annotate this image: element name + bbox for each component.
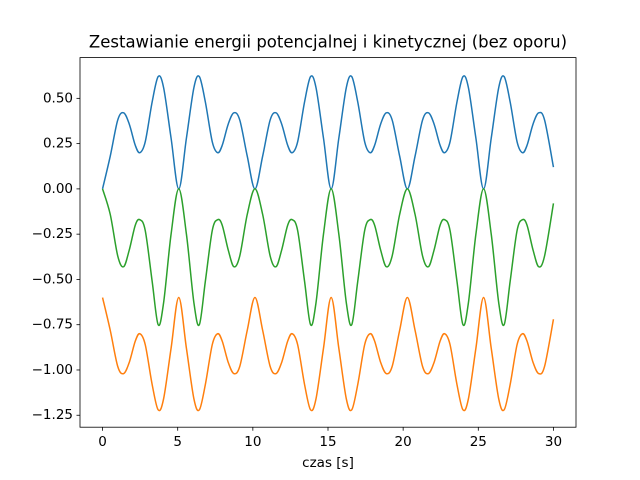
y-tick-label: −1.00: [32, 362, 73, 378]
y-tick-label: −0.75: [32, 317, 73, 333]
line: [101, 296, 555, 412]
x-tick-label: 0: [98, 434, 107, 450]
x-tick-label: 15: [319, 434, 336, 450]
x-tick-label: 5: [173, 434, 182, 450]
y-tick-label: −0.50: [32, 271, 73, 287]
y-tick-label: −1.25: [32, 407, 73, 423]
line: [101, 75, 555, 190]
x-tick-label: 25: [470, 434, 487, 450]
line: [101, 188, 555, 327]
y-tick-label: 0.00: [43, 181, 73, 197]
y-tick-label: 0.25: [43, 136, 73, 152]
x-tick-label: 10: [244, 434, 261, 450]
x-axis-label: czas [s]: [302, 455, 354, 471]
x-tick-label: 20: [395, 434, 412, 450]
y-tick-label: −0.25: [32, 226, 73, 242]
y-tick-label: 0.50: [43, 90, 73, 106]
chart-title: Zestawianie energii potencjalnej i kinet…: [89, 33, 567, 52]
x-tick-label: 30: [545, 434, 562, 450]
plot-frame: [79, 57, 577, 428]
